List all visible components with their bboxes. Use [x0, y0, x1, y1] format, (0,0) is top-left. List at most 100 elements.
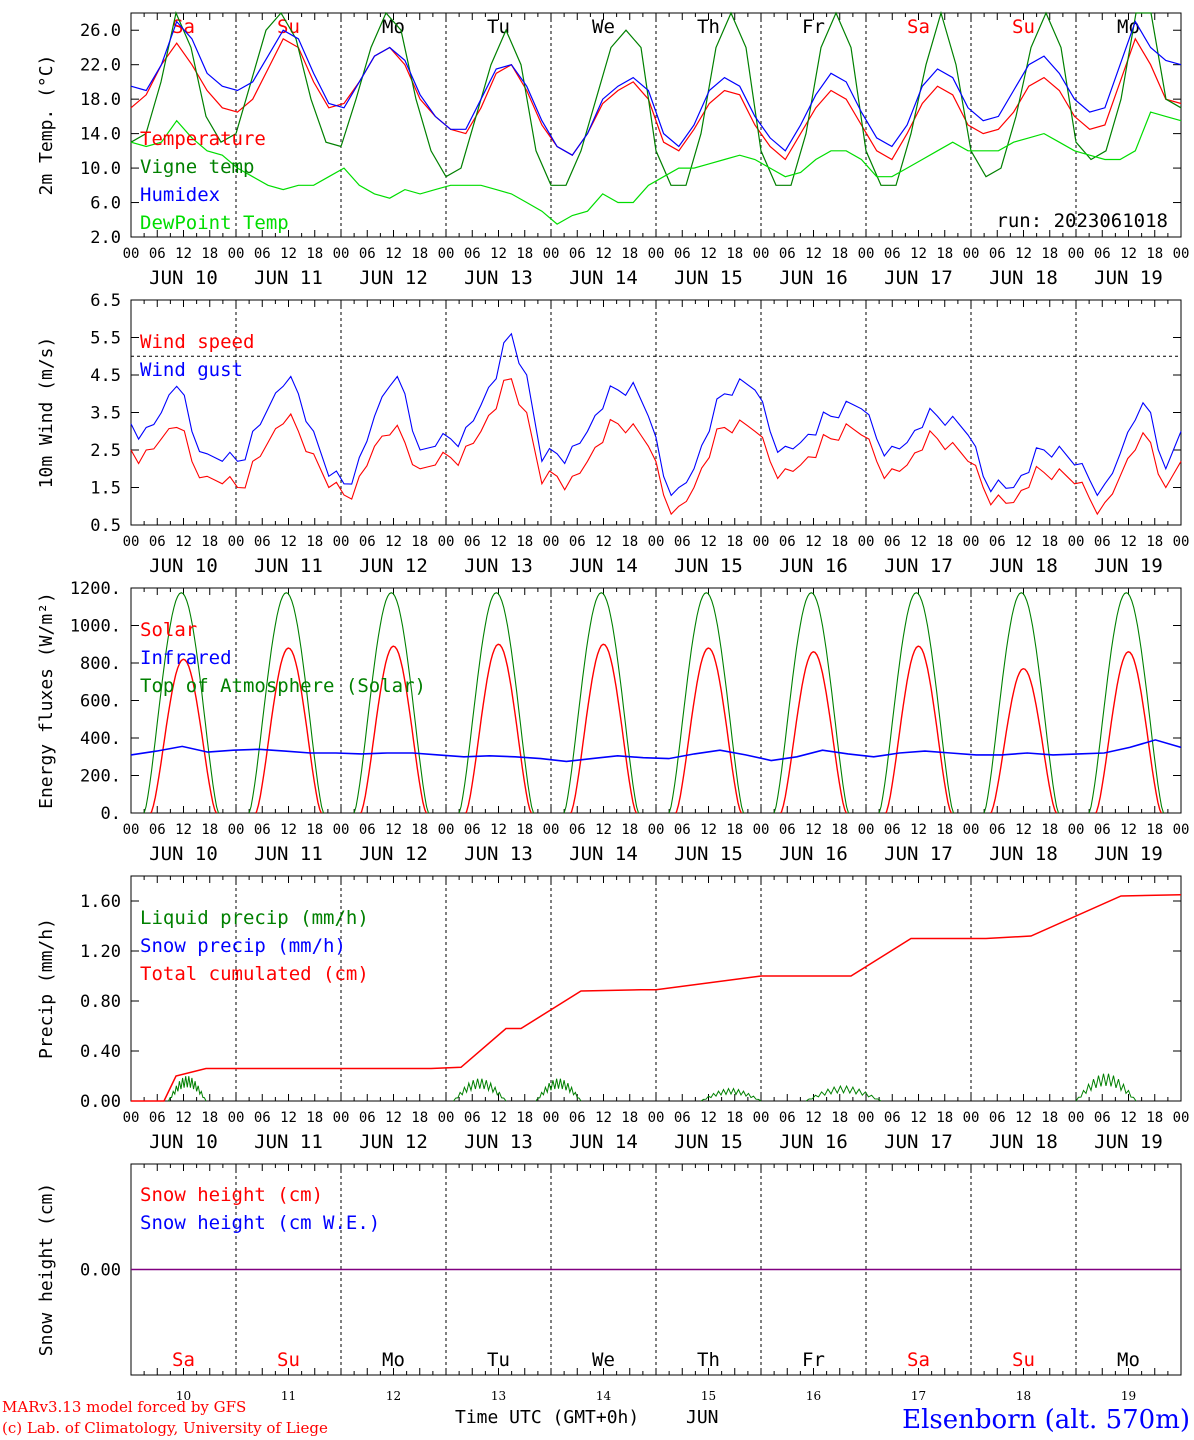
- hour-tick-label: 18: [1041, 822, 1058, 838]
- hour-tick-label: 06: [569, 1110, 586, 1126]
- hour-tick-label: 00: [1173, 1110, 1190, 1126]
- hour-tick-label: 00: [1173, 822, 1190, 838]
- hour-tick-label: 18: [201, 1110, 218, 1126]
- hour-tick-label: 00: [543, 1110, 560, 1126]
- date-label: JUN 18: [989, 267, 1058, 289]
- hour-tick-label: 12: [1015, 822, 1032, 838]
- hour-tick-label: 00: [438, 246, 455, 262]
- y-tick-label: 3.5: [90, 404, 121, 424]
- hour-tick-label: 00: [963, 822, 980, 838]
- hour-tick-label: 18: [411, 246, 428, 262]
- hour-tick-label: 18: [831, 1110, 848, 1126]
- series-line-solar: [570, 643, 637, 814]
- hour-tick-label: 12: [805, 534, 822, 550]
- hour-tick-label: 12: [910, 1110, 927, 1126]
- legend-entry: Snow height (cm W.E.): [140, 1212, 380, 1234]
- hour-tick-label: 12: [910, 534, 927, 550]
- hour-tick-label: 00: [648, 246, 665, 262]
- date-label: JUN 10: [149, 267, 218, 289]
- hour-tick-label: 06: [989, 534, 1006, 550]
- hour-tick-label: 12: [490, 1110, 507, 1126]
- y-tick-label: 1.20: [80, 942, 121, 962]
- day-number-label: 15: [701, 1389, 716, 1403]
- legend-entry: Snow precip (mm/h): [140, 935, 346, 957]
- hour-tick-label: 06: [1094, 534, 1111, 550]
- hour-tick-label: 18: [201, 822, 218, 838]
- hour-tick-label: 12: [280, 534, 297, 550]
- date-label: JUN 17: [884, 1131, 953, 1153]
- hour-tick-label: 00: [543, 822, 560, 838]
- y-axis-label: 2m Temp. (°C): [36, 55, 57, 196]
- hour-tick-label: 12: [175, 1110, 192, 1126]
- weekday-label: We: [592, 1349, 615, 1371]
- weekday-label: Th: [697, 16, 720, 38]
- date-label: JUN 16: [779, 843, 848, 865]
- hour-tick-label: 06: [674, 246, 691, 262]
- hour-tick-label: 00: [963, 1110, 980, 1126]
- date-label: JUN 12: [359, 1131, 428, 1153]
- hour-tick-label: 00: [228, 534, 245, 550]
- hour-tick-label: 06: [989, 246, 1006, 262]
- weekday-label: Mo: [382, 16, 405, 38]
- hour-tick-label: 06: [254, 1110, 271, 1126]
- hour-tick-label: 12: [490, 822, 507, 838]
- hour-tick-label: 12: [385, 822, 402, 838]
- series-line-liquid-precip: [1075, 1073, 1137, 1102]
- hour-tick-label: 06: [884, 822, 901, 838]
- date-label: JUN 13: [464, 1131, 533, 1153]
- legend-entry: DewPoint Temp: [140, 212, 289, 234]
- series-line-solar: [360, 645, 427, 814]
- date-label: JUN 15: [674, 267, 743, 289]
- hour-tick-label: 18: [621, 1110, 638, 1126]
- day-number-label: 18: [1016, 1389, 1031, 1403]
- hour-tick-label: 18: [936, 822, 953, 838]
- hour-tick-label: 18: [726, 246, 743, 262]
- hour-tick-label: 12: [805, 246, 822, 262]
- hour-tick-label: 12: [1120, 534, 1137, 550]
- legend-entry: Wind gust: [140, 359, 243, 381]
- hour-tick-label: 00: [753, 1110, 770, 1126]
- hour-tick-label: 18: [201, 534, 218, 550]
- hour-tick-label: 18: [726, 822, 743, 838]
- hour-tick-label: 06: [884, 246, 901, 262]
- hour-tick-label: 12: [385, 246, 402, 262]
- day-number-label: 14: [596, 1389, 612, 1403]
- hour-tick-label: 12: [280, 1110, 297, 1126]
- hour-tick-label: 00: [123, 1110, 140, 1126]
- hour-tick-label: 00: [1173, 534, 1190, 550]
- hour-tick-label: 00: [228, 1110, 245, 1126]
- hour-tick-label: 06: [359, 822, 376, 838]
- hour-tick-label: 18: [306, 246, 323, 262]
- date-label: JUN 17: [884, 843, 953, 865]
- legend-entry: Snow height (cm): [140, 1184, 323, 1206]
- hour-tick-label: 12: [700, 246, 717, 262]
- hour-tick-label: 06: [779, 1110, 796, 1126]
- hour-tick-label: 00: [753, 822, 770, 838]
- hour-tick-label: 12: [595, 534, 612, 550]
- series-line-solar: [885, 645, 952, 814]
- series-line-liquid-precip: [453, 1078, 507, 1102]
- legend-entry: Solar: [140, 619, 197, 641]
- series-line-solar: [465, 643, 532, 814]
- series-line-solar: [1095, 651, 1162, 814]
- y-tick-label: 1200.: [70, 579, 121, 599]
- hour-tick-label: 18: [936, 1110, 953, 1126]
- weekday-label: Fr: [802, 1349, 825, 1371]
- hour-tick-label: 06: [149, 534, 166, 550]
- legend-entry: Liquid precip (mm/h): [140, 907, 369, 929]
- series-line-top-of-atmosphere: [248, 592, 325, 814]
- y-tick-label: 0.5: [90, 516, 121, 536]
- weekday-label: Sa: [907, 1349, 930, 1371]
- hour-tick-label: 06: [359, 1110, 376, 1126]
- x-axis-month: JUN: [686, 1407, 719, 1428]
- series-line-liquid-precip: [535, 1078, 582, 1102]
- hour-tick-label: 00: [543, 246, 560, 262]
- weekday-label: Su: [1012, 1349, 1035, 1371]
- hour-tick-label: 12: [490, 534, 507, 550]
- hour-tick-label: 06: [254, 822, 271, 838]
- date-label: JUN 15: [674, 843, 743, 865]
- hour-tick-label: 00: [438, 534, 455, 550]
- run-label: run: 2023061018: [996, 210, 1168, 232]
- y-tick-label: 14.0: [80, 125, 121, 145]
- hour-tick-label: 12: [175, 534, 192, 550]
